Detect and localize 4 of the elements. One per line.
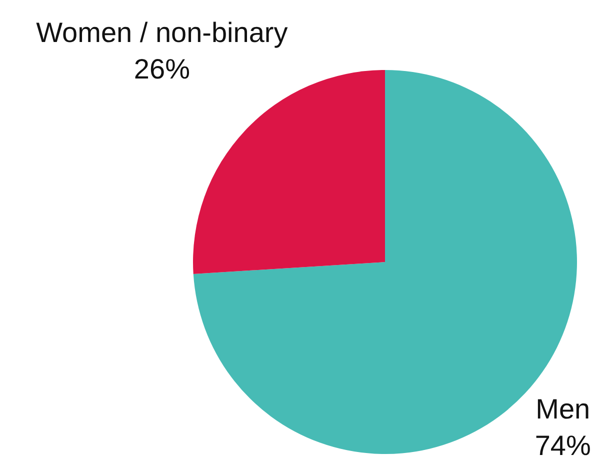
slice-label: Women / non-binary (36, 17, 288, 48)
data-label: 74% (534, 430, 591, 458)
slice-label: Men (536, 394, 590, 425)
data-label: 26% (134, 53, 190, 84)
